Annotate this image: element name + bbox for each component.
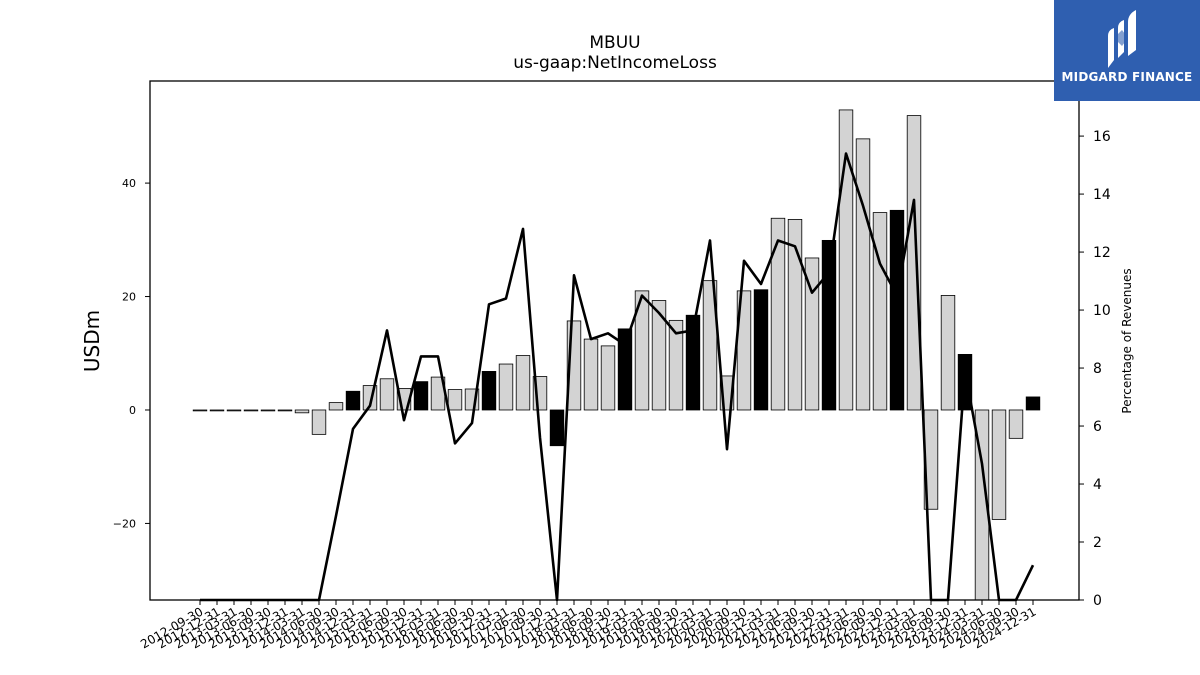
bar-2017-06-30 <box>515 355 531 411</box>
bar-2012-12-31 <box>209 409 225 412</box>
bar-2019-03-31 <box>634 290 650 411</box>
bar-2013-06-30 <box>243 409 259 412</box>
bar-2015-12-31 <box>413 381 429 411</box>
bar-2017-03-31 <box>498 363 514 411</box>
bar-2014-09-30 <box>328 402 344 411</box>
y-tick-label: 20 <box>122 291 136 304</box>
y2-tick-label: 2 <box>1093 535 1102 551</box>
y2-tick-label: 16 <box>1093 129 1111 145</box>
bar-2018-06-30 <box>583 338 599 411</box>
bar-2012-09-30 <box>192 409 208 412</box>
bar-2013-03-31 <box>226 409 242 412</box>
bar-2020-12-31 <box>753 289 769 411</box>
bar-2024-06-30 <box>991 409 1007 520</box>
bar-2019-06-30 <box>651 300 667 411</box>
bar-2020-03-31 <box>702 280 718 411</box>
logo-text: MIDGARD FINANCE <box>1061 70 1193 84</box>
bar-2021-03-31 <box>770 217 786 411</box>
y2-tick-label: 10 <box>1093 303 1111 319</box>
bar-2013-12-31 <box>277 409 293 412</box>
bar-2022-06-30 <box>855 138 871 411</box>
y2-axis-label: Percentage of Revenues <box>1120 268 1134 413</box>
bar-2017-12-31 <box>549 409 565 447</box>
chart-title: MBUU <box>589 33 640 53</box>
y-tick-label: 0 <box>129 404 136 417</box>
chart-subtitle: us-gaap:NetIncomeLoss <box>513 53 717 73</box>
midgard-finance-logo: MIDGARD FINANCE <box>1054 0 1200 101</box>
bar-2016-12-31 <box>481 371 497 411</box>
y-axis-label: USDm <box>80 310 104 372</box>
bar-2015-06-30 <box>379 378 395 411</box>
bar-2021-06-30 <box>787 218 803 411</box>
bar-2019-12-31 <box>685 314 701 411</box>
bar-2023-09-30 <box>940 295 956 411</box>
midgard-logo-icon <box>1108 10 1136 68</box>
bar-2013-09-30 <box>260 409 276 412</box>
bar-2023-03-31 <box>906 115 922 411</box>
bar-2018-12-31 <box>617 328 633 411</box>
bar-2014-06-30 <box>311 409 327 435</box>
bar-2022-12-31 <box>889 209 905 411</box>
bar-2016-06-30 <box>447 389 463 411</box>
bar-2021-12-31 <box>821 239 837 411</box>
bar-2021-09-30 <box>804 257 820 411</box>
y2-tick-label: 6 <box>1093 419 1102 435</box>
y-tick-label: 40 <box>122 177 136 190</box>
bar-2014-12-31 <box>345 390 361 411</box>
bar-2024-12-31 <box>1025 396 1041 411</box>
bar-2022-09-30 <box>872 212 888 411</box>
bar-2014-03-31 <box>294 409 310 414</box>
bar-2024-09-30 <box>1008 409 1024 439</box>
y2-tick-label: 0 <box>1093 593 1102 609</box>
y2-tick-label: 8 <box>1093 361 1102 377</box>
revenue-percentage-line <box>200 152 1035 602</box>
bar-2019-09-30 <box>668 319 684 411</box>
y2-tick-label: 12 <box>1093 245 1111 261</box>
plot-frame <box>149 80 1080 601</box>
y-tick-label: −20 <box>113 517 136 530</box>
y2-tick-label: 4 <box>1093 477 1102 493</box>
y2-tick-label: 14 <box>1093 187 1111 203</box>
bar-2018-09-30 <box>600 345 616 411</box>
